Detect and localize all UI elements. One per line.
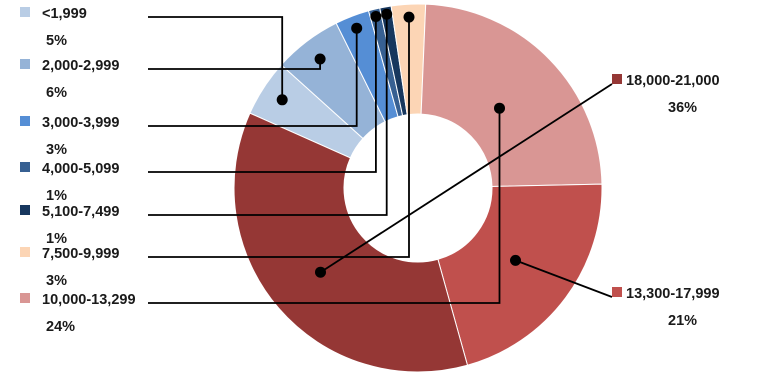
data-label-3-000-3-999: 3,000-3,999 (42, 115, 119, 131)
leader-dot-5-100-7-499 (381, 8, 393, 20)
leader-18-000-21-000 (320, 83, 613, 273)
data-label-13-300-17-999: 13,300-17,999 (626, 286, 720, 302)
data-label-10-000-13-299: 10,000-13,299 (42, 292, 136, 308)
leader-dot-13-300-17-999 (510, 254, 521, 266)
data-labels: <1,999 5% 2,000-2,999 6% 3,000-3,999 3% 4,000-… (20, 6, 720, 335)
leader-13-300-17-999 (515, 259, 613, 298)
legend-swatch-18-000-21-000 (612, 74, 622, 84)
legend-swatch-5-100-7-499 (20, 205, 30, 215)
value-label-4-000-5-099: 1% (46, 188, 67, 204)
leader-dot-18-000-21-000 (315, 266, 326, 278)
legend-swatch-1-999 (20, 7, 30, 17)
legend-swatch-10-000-13-299 (20, 293, 30, 303)
value-label-3-000-3-999: 3% (46, 142, 67, 158)
leader-dot-1-999 (276, 94, 288, 106)
value-label-5-100-7-499: 1% (46, 231, 67, 247)
data-label-7-500-9-999: 7,500-9,999 (42, 246, 119, 262)
leader-7-500-9-999 (148, 17, 410, 258)
data-label-1-999: <1,999 (42, 6, 87, 22)
value-label-1-999: 5% (46, 33, 67, 49)
legend-swatch-3-000-3-999 (20, 116, 30, 126)
value-label-2-000-2-999: 6% (46, 85, 67, 101)
legend-swatch-13-300-17-999 (612, 287, 622, 297)
legend-swatch-7-500-9-999 (20, 247, 30, 257)
slice-13-300-17-999 (437, 183, 603, 366)
legend-swatch-4-000-5-099 (20, 162, 30, 172)
data-label-4-000-5-099: 4,000-5,099 (42, 161, 119, 177)
slice-10-000-13-299 (420, 3, 603, 187)
leader-1-999 (148, 16, 284, 100)
value-label-10-000-13-299: 24% (46, 319, 75, 335)
leader-3-000-3-999 (148, 28, 358, 127)
value-label-13-300-17-999: 21% (668, 313, 697, 329)
value-label-7-500-9-999: 3% (46, 273, 67, 289)
value-label-18-000-21-000: 36% (668, 100, 697, 116)
leader-4-000-5-099 (148, 16, 377, 173)
leader-dot-10-000-13-299 (494, 102, 505, 114)
data-label-5-100-7-499: 5,100-7,499 (42, 204, 119, 220)
legend-swatch-2-000-2-999 (20, 59, 30, 69)
leader-dot-2-000-2-999 (314, 53, 326, 65)
leader-dot-7-500-9-999 (403, 11, 415, 23)
data-label-18-000-21-000: 18,000-21,000 (626, 73, 720, 89)
slice-18-000-21-000 (233, 112, 469, 373)
leader-lines (148, 8, 613, 304)
leader-5-100-7-499 (148, 14, 388, 216)
data-label-2-000-2-999: 2,000-2,999 (42, 58, 119, 74)
leader-10-000-13-299 (148, 108, 501, 304)
donut-slices (233, 3, 603, 373)
leader-dot-4-000-5-099 (370, 11, 382, 22)
leader-dot-3-000-3-999 (351, 22, 363, 34)
